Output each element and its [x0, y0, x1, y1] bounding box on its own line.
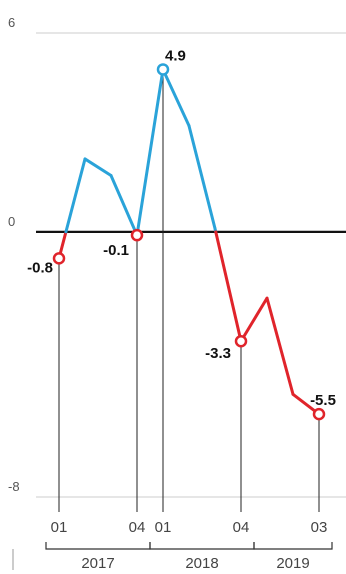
x-tick-label: 01 — [155, 519, 172, 536]
year-bracket — [149, 542, 255, 550]
point-marker — [312, 407, 326, 421]
series-segment — [83, 157, 113, 178]
series-segment — [187, 124, 217, 231]
series-segment — [161, 67, 191, 128]
grid-layer: 6 0 -8 — [8, 15, 346, 498]
x-tick-label: 03 — [311, 519, 328, 536]
guide-lines — [58, 69, 320, 512]
y-tick-label: 6 — [8, 15, 15, 30]
data-label: -0.1 — [103, 242, 129, 259]
series-segment — [136, 67, 165, 234]
data-label: -3.3 — [205, 345, 231, 362]
series-segment — [109, 174, 138, 234]
point-marker — [52, 252, 66, 265]
data-label: -0.8 — [27, 259, 53, 276]
series-segment — [239, 296, 269, 343]
point-markers — [52, 63, 326, 421]
series-line — [57, 67, 321, 416]
series-segment — [214, 230, 243, 343]
year-bracket — [253, 542, 333, 550]
year-bracket — [45, 542, 151, 550]
x-tick-label: 04 — [129, 519, 146, 536]
y-tick-label: 0 — [8, 214, 15, 229]
year-label: 2018 — [185, 555, 218, 572]
x-axis: 01 04 01 04 03 2017 2018 2019 — [12, 519, 333, 572]
point-marker — [156, 63, 170, 76]
series-segment — [64, 157, 87, 234]
point-marker — [130, 228, 144, 242]
year-label: 2019 — [276, 555, 309, 572]
data-label: -5.5 — [310, 392, 336, 409]
x-tick-label: 04 — [233, 519, 250, 536]
data-label: 4.9 — [165, 47, 186, 64]
x-tick-label: 01 — [51, 519, 68, 536]
y-tick-label: -8 — [8, 479, 20, 494]
year-label: 2017 — [81, 555, 114, 572]
point-marker — [234, 334, 248, 348]
data-labels: -0.8 -0.1 4.9 -3.3 -5.5 — [27, 47, 336, 409]
series-segment — [265, 296, 295, 396]
